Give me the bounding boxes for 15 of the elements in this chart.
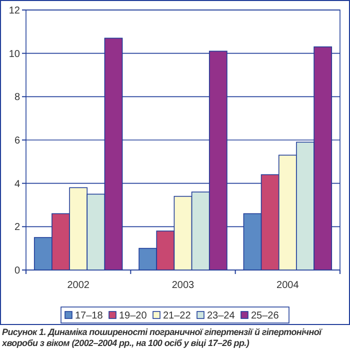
x-tick-label: 2002 (67, 280, 90, 291)
legend-label: 17–18 (75, 310, 104, 322)
legend-label: 19–20 (119, 310, 148, 322)
y-tick-label: 0 (14, 266, 20, 276)
y-tick-label: 10 (8, 48, 20, 60)
y-tick-label: 4 (14, 178, 20, 190)
x-tick-label: 2003 (172, 280, 195, 291)
legend-label: 23–24 (207, 310, 236, 322)
x-tick-label: 2004 (276, 280, 300, 291)
y-tick-label: 12 (8, 6, 20, 16)
y-tick-label: 8 (14, 92, 20, 104)
y-tick-label: 6 (14, 136, 20, 146)
legend-label: 25–26 (251, 310, 280, 322)
legend-label: 21–22 (163, 310, 192, 322)
y-tick-label: 2 (14, 222, 20, 234)
